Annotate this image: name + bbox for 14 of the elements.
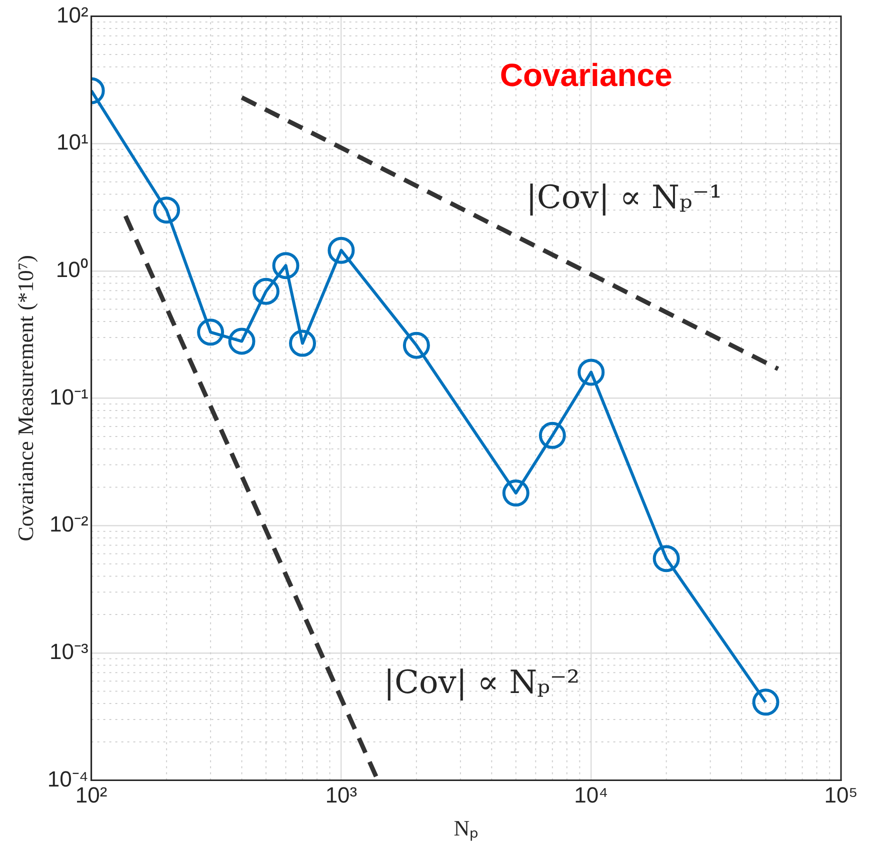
y-tick-label: 10¹ [56, 130, 88, 155]
x-tick-label: 10³ [325, 782, 358, 808]
y-tick-label: 10⁻² [50, 512, 88, 537]
y-axis-title: Covariance Measurement (*10⁷) [12, 255, 38, 542]
annotation: |Cov| ∝ Nₚ⁻² [384, 663, 580, 702]
y-tick-label: 10⁻³ [50, 638, 88, 664]
y-tick-label: 10⁻¹ [50, 384, 88, 410]
y-tick-label: 10⁰ [56, 256, 88, 282]
x-axis-title: Nₚ [454, 816, 479, 842]
annotation: Covariance [500, 57, 672, 94]
y-tick-label: 10² [56, 2, 88, 28]
x-tick-label: 10⁴ [574, 782, 608, 808]
annotation: |Cov| ∝ Nₚ⁻¹ [526, 178, 722, 216]
x-tick-label: 10⁵ [824, 782, 858, 808]
